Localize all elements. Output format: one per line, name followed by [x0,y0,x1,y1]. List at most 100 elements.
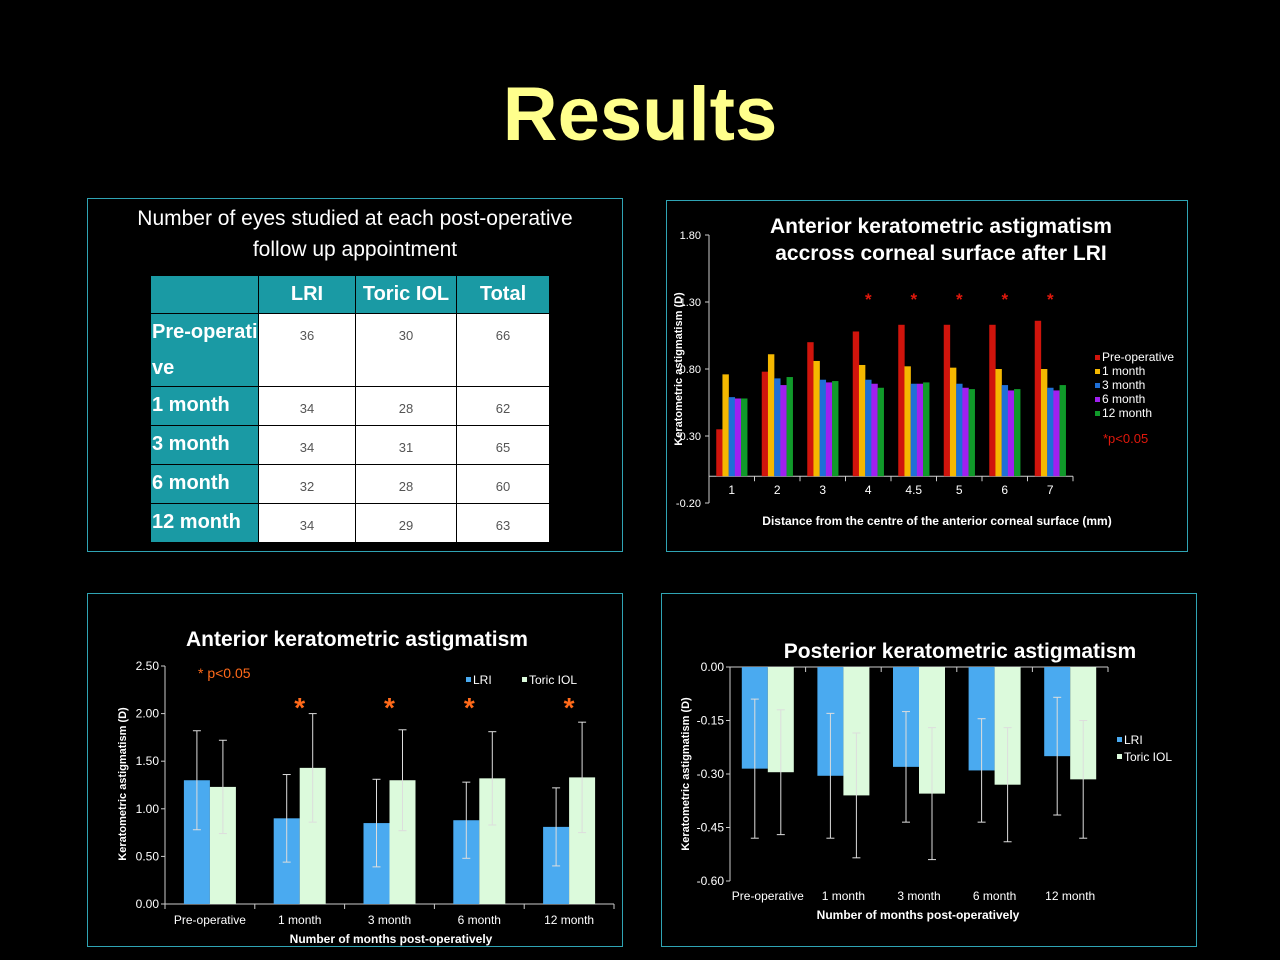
table-header-row: LRI Toric IOL Total [150,275,550,314]
bar-pre-operative [716,429,723,477]
bar-6-month [734,398,742,477]
bar-pre-operative [852,331,860,477]
bar-1-month [722,374,729,477]
table-cell: 34 [258,425,356,465]
legend-label: Pre-operative [1102,350,1174,364]
x-tick-label: 4 [865,483,872,497]
y-tick-label: 0.00 [701,660,725,674]
bar-12-month [1014,389,1021,477]
table-cell: 66 [456,313,550,387]
x-tick-label: 2 [774,483,781,497]
significance-star: * [464,692,475,723]
significance-star: * [910,290,917,309]
bar-6-month [1053,390,1060,477]
bar-1-month [767,354,775,477]
bar-6-month [825,382,833,477]
significance-star: * [1047,290,1054,309]
y-tick-label: 1.80 [680,230,701,242]
table-cell: 62 [456,386,550,426]
table-cell: 28 [355,464,457,504]
table-row: Pre-operative 36 30 66 [150,313,550,387]
x-tick-label: 1 month [822,889,865,903]
bar-3-month [774,378,781,477]
y-tick-label: 0.80 [680,364,701,376]
chart-title: Anterior keratometric astigmatism [186,628,528,651]
table-cell: 30 [355,313,457,387]
y-tick-label: 2.00 [136,707,160,721]
corneal-surface-chart: Anterior keratometric astigmatism accross… [673,215,1174,528]
corneal-surface-chart-panel: Anterior keratometric astigmatism accross… [666,200,1188,552]
table-cell: 28 [355,386,457,426]
table-cell: 29 [355,503,457,543]
legend-label: 1 month [1102,364,1145,378]
table-cell: 65 [456,425,550,465]
x-tick-label: Pre-operative [174,913,246,927]
y-axis-label: Keratometric astigmatism (D) [673,292,685,446]
y-tick-label: 2.50 [136,659,160,673]
x-tick-label: Pre-operative [732,889,804,903]
x-tick-label: 3 month [368,913,411,927]
significance-star: * [564,692,575,723]
posterior-chart-panel: Posterior keratometric astigmatism 0.00 -0… [661,593,1197,947]
table-row: 3 month 34 31 65 [150,425,550,465]
chart-title-line1: Anterior keratometric astigmatism [770,215,1112,238]
table-row: 1 month 34 28 62 [150,386,550,426]
row-label: 12 month [150,503,259,543]
y-tick-label: 1.00 [136,802,160,816]
legend-label: Toric IOL [529,673,577,687]
x-tick-label: 1 month [278,913,321,927]
bar-1-month [858,364,866,477]
legend-swatch [522,677,527,682]
x-tick-label: 3 month [897,889,940,903]
eyes-table: LRI Toric IOL Total Pre-operative 36 30 … [150,275,550,543]
y-tick-label: 0.00 [136,897,160,911]
bar-12-month [786,377,793,477]
bar-6-month [871,383,878,477]
bar-pre-operative [943,324,951,477]
table-header-empty [150,275,259,314]
row-label: 3 month [150,425,259,465]
x-tick-label: 6 month [973,889,1016,903]
eyes-table-panel: Number of eyes studied at each post-oper… [87,198,623,552]
bar-3-month [1001,385,1009,477]
legend-swatch [1095,397,1100,402]
bar-12-month [968,389,975,477]
y-axis-label: Keratometric astigmatism (D) [680,697,692,851]
y-tick-label: 0.50 [136,849,160,863]
bar-pre-operative [1034,320,1042,477]
row-label: 1 month [150,386,259,426]
bar-6-month [1007,390,1015,477]
bar-1-month [904,366,911,477]
table-cell: 36 [258,313,356,387]
bar-12-month [832,381,839,477]
bar-12-month [741,398,748,477]
x-tick-label: 6 [1001,483,1008,497]
bar-pre-operative [807,342,814,477]
bar-6-month [780,385,787,477]
significance-star: * [956,290,963,309]
y-axis-label: Keratometric astigmatism (D) [117,707,129,861]
bar-6-month [916,383,924,477]
legend-label: 12 month [1102,406,1152,420]
bar-1-month [813,360,820,477]
legend-swatch [1117,737,1122,742]
table-cell: 60 [456,464,550,504]
legend-swatch [1095,355,1100,360]
table-title: Number of eyes studied at each post-oper… [88,203,622,265]
y-tick-label: 0.30 [680,431,701,443]
legend-label: LRI [473,673,492,687]
bar-pre-operative [898,324,905,477]
table-header-lri: LRI [258,275,356,314]
bar-1-month [1040,369,1048,477]
y-tick-label: 1.30 [680,297,701,309]
y-tick-label: -0.60 [697,874,725,888]
bar-12-month [877,387,884,477]
table-header-total: Total [456,275,550,314]
table-cell: 31 [355,425,457,465]
x-axis-label: Distance from the centre of the anterior… [762,514,1111,528]
posterior-chart: Posterior keratometric astigmatism 0.00 -0… [680,640,1172,922]
y-tick-label: -0.30 [697,767,725,781]
legend-swatch [1095,369,1100,374]
y-tick-label: -0.20 [676,498,701,510]
table-row: 12 month 34 29 63 [150,503,550,543]
